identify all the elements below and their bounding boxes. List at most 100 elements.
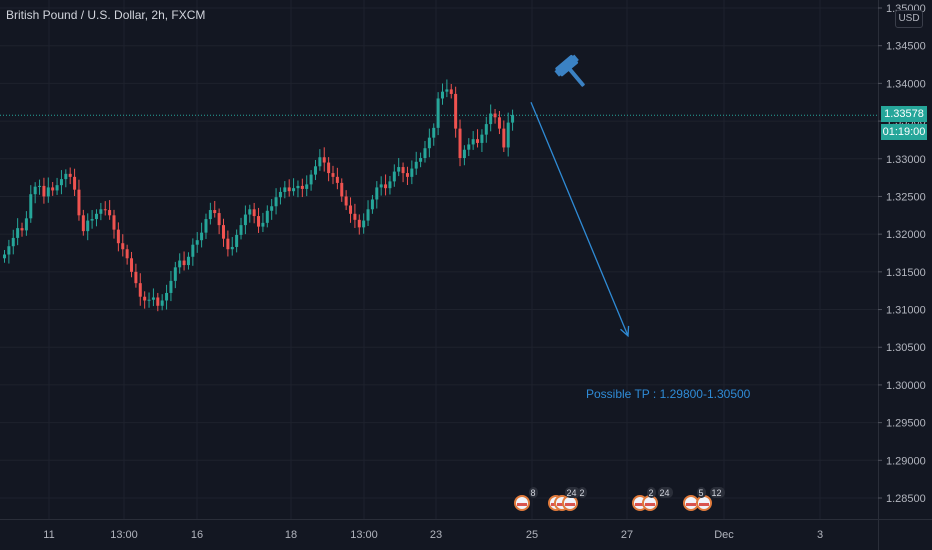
candle-body: [191, 244, 195, 257]
candle-body: [384, 184, 388, 189]
candle-body: [480, 134, 484, 143]
price-tick-label: 1.28500: [886, 493, 926, 505]
event-count-badge-bg: [565, 487, 580, 498]
candles-group: [3, 79, 515, 312]
event-count-badge: 24: [660, 488, 670, 498]
candle-body: [292, 188, 296, 192]
symbol-title[interactable]: British Pound / U.S. Dollar, 2h, FXCM: [6, 8, 206, 22]
candle-body: [143, 296, 147, 301]
tp-annotation-label[interactable]: Possible TP : 1.29800-1.30500: [586, 387, 751, 401]
event-count-badge: 2: [649, 488, 654, 498]
candle-body: [441, 91, 444, 99]
candle-body: [493, 113, 497, 118]
candle-body: [392, 171, 396, 182]
candle-body: [165, 292, 169, 301]
candle-body: [59, 179, 63, 186]
flag-stripe: [635, 503, 645, 506]
candle-body: [16, 228, 20, 238]
price-tick-label: 1.31500: [886, 267, 926, 279]
candle-body: [112, 215, 116, 230]
candle-body: [243, 214, 247, 226]
price-tick-label: 1.33000: [886, 154, 926, 166]
price-tick-label: 1.34500: [886, 41, 926, 53]
time-tick-label: Dec: [714, 529, 734, 541]
price-tick-label: 1.29000: [886, 455, 926, 467]
candle-body: [506, 122, 510, 148]
candle-body: [436, 98, 440, 128]
candle-body: [445, 89, 449, 92]
gavel-icon[interactable]: [553, 53, 593, 94]
candle-body: [99, 209, 103, 214]
event-count-badge-bg: [578, 487, 587, 498]
price-tick-label: 1.32000: [886, 229, 926, 241]
candle-body: [462, 149, 466, 159]
candle-body: [46, 187, 50, 197]
time-tick-label: 11: [43, 529, 54, 541]
candle-body: [432, 127, 436, 138]
candle-body: [449, 89, 453, 94]
price-tick-label: 1.32500: [886, 191, 926, 203]
candle-body: [502, 128, 506, 148]
candle-body: [200, 232, 204, 241]
events-group[interactable]: 8 24 2 2 24 5 12: [514, 487, 725, 511]
candle-body: [86, 220, 90, 232]
candle-body: [327, 162, 331, 174]
candle-body: [195, 240, 199, 245]
candle-body: [261, 222, 265, 227]
candle-body: [24, 218, 28, 231]
time-tick-label: 3: [817, 529, 823, 541]
candle-body: [375, 187, 379, 200]
candle-body: [388, 181, 392, 189]
event-count-badge-bg: [658, 487, 673, 498]
candle-body: [248, 209, 252, 215]
candle-body: [226, 238, 230, 250]
candle-body: [370, 199, 374, 210]
price-tick-label: 1.29500: [886, 418, 926, 430]
time-tick-label: 13:00: [350, 529, 378, 541]
candle-body: [252, 209, 256, 217]
candle-body: [235, 234, 239, 247]
candle-body: [3, 254, 6, 259]
candle-body: [42, 185, 46, 197]
candle-body: [222, 225, 225, 239]
candle-body: [239, 225, 243, 235]
candle-body: [313, 166, 317, 175]
candle-body: [322, 157, 326, 163]
price-tick-label: 1.34000: [886, 78, 926, 90]
forecast-arrow-line[interactable]: [530, 101, 629, 337]
candle-body: [265, 210, 269, 223]
candle-body: [419, 158, 423, 162]
candle-body: [476, 139, 480, 143]
candle-body: [414, 161, 418, 169]
candle-body: [410, 168, 414, 177]
candle-body: [305, 184, 309, 189]
candle-body: [405, 173, 409, 177]
candle-body: [108, 210, 112, 216]
candle-body: [423, 148, 427, 159]
candle-body: [349, 205, 353, 214]
candle-body: [208, 210, 212, 220]
price-tick-label: 1.30000: [886, 380, 926, 392]
candle-body: [309, 174, 313, 185]
candle-body: [81, 215, 85, 232]
currency-button[interactable]: USD: [895, 10, 923, 28]
candle-body: [270, 206, 274, 211]
flag-stripe: [565, 503, 575, 506]
candle-body: [454, 93, 458, 129]
price-tick-label: 1.31000: [886, 305, 926, 317]
candle-body: [90, 219, 94, 221]
candle-body: [38, 185, 42, 187]
candle-body: [331, 173, 335, 177]
event-count-badge: 8: [531, 488, 536, 498]
candle-body: [178, 260, 182, 268]
candle-body: [116, 229, 120, 244]
candle-body: [230, 246, 234, 250]
candle-body: [340, 182, 344, 197]
candle-body: [156, 297, 160, 306]
candle-body: [300, 185, 304, 189]
candle-body: [169, 280, 173, 293]
candle-body: [138, 283, 142, 297]
candle-body: [173, 267, 177, 281]
